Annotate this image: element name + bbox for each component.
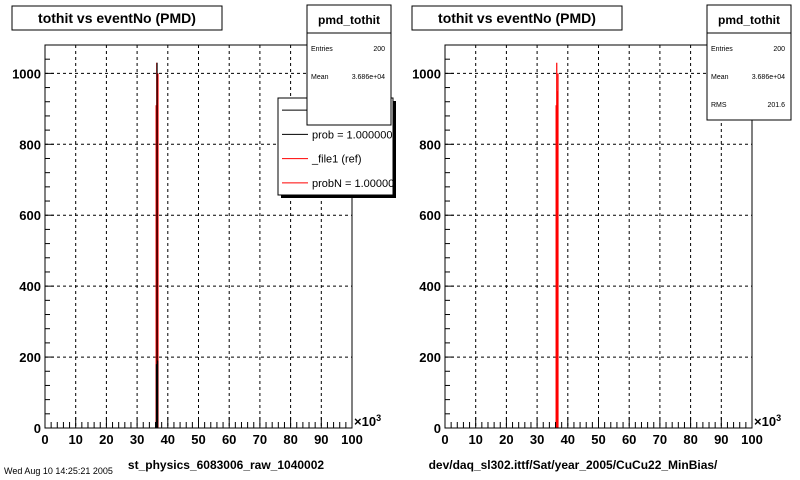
y-tick-label: 400 bbox=[19, 279, 41, 294]
x-tick-label: 10 bbox=[68, 432, 82, 447]
stats-label: Entries bbox=[311, 46, 333, 53]
legend-label: prob = 1.000000 bbox=[312, 129, 392, 141]
grid bbox=[45, 45, 352, 428]
chart-title-box: tothit vs eventNo (PMD) bbox=[411, 5, 623, 31]
x-tick-label: 20 bbox=[499, 432, 513, 447]
x-tick-label: 50 bbox=[591, 432, 605, 447]
y-tick-label: 800 bbox=[19, 137, 41, 152]
x-tick-label: 100 bbox=[741, 432, 763, 447]
x-multiplier: ×103 bbox=[354, 413, 381, 429]
y-tick-label: 200 bbox=[19, 350, 41, 365]
chart-title: tothit vs eventNo (PMD) bbox=[438, 10, 596, 26]
x-tick-label: 20 bbox=[99, 432, 113, 447]
x-tick-label: 80 bbox=[683, 432, 697, 447]
stats-label: Mean bbox=[311, 74, 329, 81]
stats-title: pmd_tothit bbox=[318, 13, 380, 27]
x-tick-label: 70 bbox=[653, 432, 667, 447]
legend-label: _file1 (ref) bbox=[311, 154, 362, 166]
chart-title: tothit vs eventNo (PMD) bbox=[38, 10, 196, 26]
x-axis-label: dev/daq_sl302.ittf/Sat/year_2005/CuCu22_… bbox=[429, 458, 718, 472]
x-tick-label: 0 bbox=[41, 432, 48, 447]
series-pmd-tothit bbox=[555, 62, 559, 428]
x-axis: 0 10 20 30 40 50 60 70 80 90 100 ×103 dev/daq_sl302.… bbox=[429, 413, 781, 472]
x-tick-label: 90 bbox=[714, 432, 728, 447]
y-tick-label: 200 bbox=[419, 350, 441, 365]
x-axis-label: st_physics_6083006_raw_1040002 bbox=[128, 458, 324, 472]
y-axis: 0 200 400 600 800 1000 bbox=[12, 44, 54, 436]
chart-title-box: tothit vs eventNo (PMD) bbox=[11, 5, 223, 31]
x-tick-label: 100 bbox=[341, 432, 363, 447]
x-tick-label: 40 bbox=[561, 432, 575, 447]
footer-timestamp: Wed Aug 10 14:25:21 2005 bbox=[4, 466, 113, 476]
x-tick-label: 50 bbox=[191, 432, 205, 447]
x-tick-label: 0 bbox=[441, 432, 448, 447]
title-frame bbox=[411, 5, 623, 31]
x-tick-label: 90 bbox=[314, 432, 328, 447]
x-tick-label: 40 bbox=[161, 432, 175, 447]
grid bbox=[445, 45, 752, 428]
x-tick-label: 60 bbox=[222, 432, 236, 447]
stats-value: 200 bbox=[373, 46, 385, 53]
x-tick-label: 30 bbox=[130, 432, 144, 447]
stats-value: 3.686e+04 bbox=[752, 74, 785, 81]
stats-label: RMS bbox=[711, 102, 727, 109]
stats-frame bbox=[706, 4, 792, 121]
x-tick-label: 70 bbox=[253, 432, 267, 447]
y-tick-label: 400 bbox=[419, 279, 441, 294]
x-tick-label: 10 bbox=[468, 432, 482, 447]
stats-value: 201.6 bbox=[767, 102, 785, 109]
y-tick-label: 800 bbox=[419, 137, 441, 152]
x-multiplier: ×103 bbox=[754, 413, 781, 429]
stats-box: pmd_tothit Entries 200 Mean 3.686e+04 RMS 201.… bbox=[706, 4, 792, 121]
y-tick-label: 1000 bbox=[12, 66, 41, 81]
y-axis: 0 200 400 600 800 1000 bbox=[412, 44, 454, 436]
stats-value: 200 bbox=[773, 46, 785, 53]
chart-panel-1: tothit vs eventNo (PMD) 0 10 20 30 40 50 60 70 80… bbox=[11, 4, 400, 472]
y-tick-label: 1000 bbox=[412, 66, 441, 81]
y-tick-label: 0 bbox=[434, 421, 441, 436]
stats-label: Mean bbox=[711, 74, 729, 81]
chart-panel-2: tothit vs eventNo (PMD) 0 10 20 30 40 50 60 70 80… bbox=[411, 4, 792, 472]
stats-box: pmd_tothit Entries 200 Mean 3.686e+04 bbox=[306, 4, 392, 126]
legend-label: probN = 1.000000 bbox=[312, 178, 400, 190]
stats-title: pmd_tothit bbox=[718, 13, 780, 27]
x-tick-label: 30 bbox=[530, 432, 544, 447]
x-tick-label: 80 bbox=[283, 432, 297, 447]
y-tick-label: 600 bbox=[419, 208, 441, 223]
stats-frame bbox=[306, 4, 392, 126]
y-tick-label: 600 bbox=[19, 208, 41, 223]
x-tick-label: 60 bbox=[622, 432, 636, 447]
stats-label: Entries bbox=[711, 46, 733, 53]
series--file0-new- bbox=[155, 62, 159, 428]
x-axis: 0 10 20 30 40 50 60 70 80 90 100 ×103 st_physics_608… bbox=[41, 413, 381, 472]
y-tick-label: 0 bbox=[34, 421, 41, 436]
stats-value: 3.686e+04 bbox=[352, 74, 385, 81]
title-frame bbox=[11, 5, 223, 31]
